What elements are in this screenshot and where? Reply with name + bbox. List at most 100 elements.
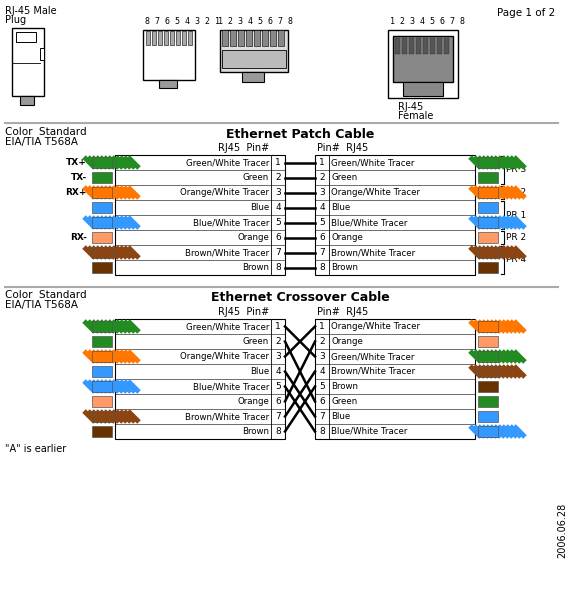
Text: Orange: Orange [237, 397, 269, 406]
Text: 1 2 3 4 5 6 7 8: 1 2 3 4 5 6 7 8 [390, 17, 465, 26]
Bar [478, 321, 498, 332]
Bar [92, 217, 112, 228]
Text: 2: 2 [275, 337, 281, 346]
Text: 7: 7 [319, 412, 325, 421]
Text: Color  Standard: Color Standard [5, 127, 87, 137]
Bar [92, 381, 112, 392]
Text: 8: 8 [275, 427, 281, 436]
Text: EIA/TIA T568A: EIA/TIA T568A [5, 300, 78, 310]
Bar [12, 28, 44, 96]
Bar [115, 319, 285, 439]
Bar [444, 38, 449, 54]
Text: Orange/White Tracer: Orange/White Tracer [331, 322, 420, 331]
Bar [159, 80, 177, 88]
Text: Brown/White Tracer: Brown/White Tracer [331, 367, 415, 376]
Bar [478, 247, 498, 258]
Bar [92, 321, 112, 332]
Text: "A" is earlier: "A" is earlier [5, 444, 66, 454]
Text: 3: 3 [319, 188, 325, 197]
Text: TX+: TX+ [66, 158, 87, 167]
Bar [170, 31, 174, 45]
Text: Blue/White Tracer: Blue/White Tracer [193, 382, 269, 391]
Text: 6: 6 [275, 397, 281, 406]
Bar [92, 187, 112, 198]
Bar [238, 30, 244, 46]
Bar [242, 72, 264, 82]
Bar [478, 187, 498, 198]
Bar [478, 247, 498, 258]
Text: Blue/White Tracer: Blue/White Tracer [331, 427, 408, 436]
Bar [478, 262, 498, 273]
Bar [478, 366, 498, 377]
Text: RX+: RX+ [66, 188, 87, 197]
Bar [388, 30, 458, 98]
Bar [92, 351, 112, 362]
Bar [92, 411, 112, 422]
Text: Orange/White Tracer: Orange/White Tracer [180, 188, 269, 197]
Bar [188, 31, 192, 45]
Bar [478, 381, 498, 392]
Bar [478, 336, 498, 347]
Text: Brown: Brown [242, 263, 269, 272]
Bar [92, 426, 112, 437]
Text: Female: Female [398, 111, 433, 121]
Bar [164, 31, 168, 45]
Text: 5: 5 [275, 382, 281, 391]
Bar [40, 48, 44, 60]
Bar [478, 202, 498, 213]
Text: Ethernet Crossover Cable: Ethernet Crossover Cable [211, 291, 389, 304]
Bar [403, 82, 443, 96]
Text: 6: 6 [319, 233, 325, 242]
Text: 2006.06.28: 2006.06.28 [557, 502, 567, 557]
Text: Green: Green [331, 397, 357, 406]
Bar [430, 38, 435, 54]
Text: 3: 3 [275, 188, 281, 197]
Text: 6: 6 [319, 397, 325, 406]
Text: 4: 4 [275, 367, 281, 376]
Text: 8: 8 [275, 263, 281, 272]
Text: 1: 1 [319, 322, 325, 331]
Text: 1: 1 [275, 158, 281, 167]
Bar [478, 157, 498, 168]
Bar [92, 187, 112, 198]
Bar [478, 217, 498, 228]
Text: PR 1: PR 1 [506, 211, 526, 220]
Bar [92, 262, 112, 273]
Bar [92, 351, 112, 362]
Text: 1: 1 [275, 322, 281, 331]
Text: Ethernet Patch Cable: Ethernet Patch Cable [226, 128, 374, 141]
Bar [409, 38, 414, 54]
Text: PR 4: PR 4 [506, 256, 526, 265]
Text: Blue: Blue [331, 412, 350, 421]
Text: 4: 4 [319, 203, 325, 212]
Text: PR 2: PR 2 [506, 188, 526, 197]
Bar [423, 38, 428, 54]
Bar [478, 366, 498, 377]
Text: PR 3: PR 3 [506, 166, 526, 175]
Text: 5: 5 [275, 218, 281, 227]
Text: 5: 5 [319, 218, 325, 227]
Bar [92, 247, 112, 258]
Text: Brown/White Tracer: Brown/White Tracer [331, 248, 415, 257]
Text: 2: 2 [319, 337, 325, 346]
Text: RJ-45 Male: RJ-45 Male [5, 6, 56, 16]
Bar [92, 202, 112, 213]
Bar [437, 38, 442, 54]
Text: Orange: Orange [331, 233, 363, 242]
Text: 7: 7 [275, 412, 281, 421]
Text: 7: 7 [275, 248, 281, 257]
Bar [262, 30, 268, 46]
Text: Green/White Tracer: Green/White Tracer [186, 322, 269, 331]
Bar [478, 217, 498, 228]
Bar [143, 30, 195, 80]
Text: 1 2 3 4 5 6 7 8: 1 2 3 4 5 6 7 8 [218, 17, 293, 26]
Text: Green: Green [331, 173, 357, 182]
Bar [92, 247, 112, 258]
Text: Green/White Tracer: Green/White Tracer [331, 158, 414, 167]
Text: Blue: Blue [250, 367, 269, 376]
Bar [478, 426, 498, 437]
Text: Brown: Brown [242, 427, 269, 436]
Text: 8: 8 [319, 427, 325, 436]
Text: Green/White Tracer: Green/White Tracer [331, 352, 414, 361]
Text: 1: 1 [319, 158, 325, 167]
